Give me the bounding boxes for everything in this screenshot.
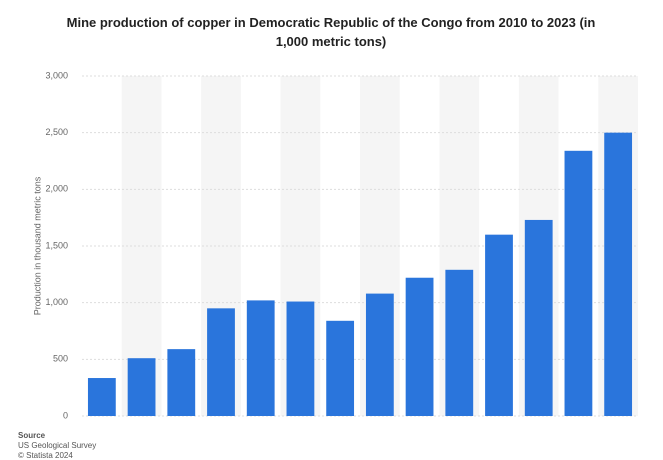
y-axis-label: Production in thousand metric tons [32, 176, 42, 315]
bar [365, 293, 394, 416]
bar [127, 358, 156, 416]
y-tick-label: 1,500 [45, 240, 68, 250]
y-tick-label: 2,500 [45, 127, 68, 137]
bar [167, 349, 196, 416]
source: US Geological Survey [18, 441, 96, 450]
bar [604, 132, 633, 416]
bar [286, 301, 315, 416]
source-label: Source [18, 431, 46, 440]
bar [445, 269, 474, 416]
bar [524, 219, 553, 416]
y-tick-label: 0 [63, 410, 68, 420]
y-tick-label: 500 [53, 354, 68, 364]
copyright: © Statista 2024 [18, 451, 73, 460]
y-tick-label: 1,000 [45, 297, 68, 307]
bar [207, 308, 235, 416]
bar [87, 378, 116, 416]
bar [405, 277, 434, 416]
y-tick-label: 2,000 [45, 184, 68, 194]
bar [485, 234, 513, 416]
bar [326, 320, 355, 416]
bar [246, 300, 275, 416]
bar [564, 150, 593, 417]
y-tick-label: 3,000 [45, 70, 68, 80]
chart-title: Mine production of copper in Democratic … [67, 15, 596, 49]
